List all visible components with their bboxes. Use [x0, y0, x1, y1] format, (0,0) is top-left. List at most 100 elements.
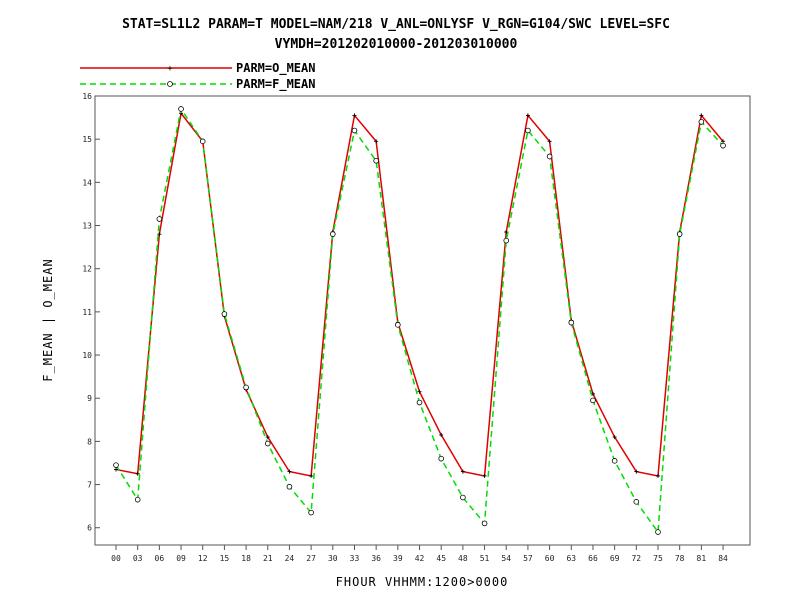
- x-axis: 00 03 06 09 12 15 18 21 24 27 30 33 36 39 42 45 48 51 54 57…: [111, 545, 728, 563]
- y-tick-label: 8: [87, 437, 92, 446]
- x-tick-label: 06: [155, 554, 165, 563]
- f-mean-point: [568, 319, 575, 326]
- x-tick-label: 36: [371, 554, 381, 563]
- o-mean-point: [417, 389, 422, 394]
- x-tick-label: 21: [263, 554, 273, 563]
- o-mean-point: [287, 469, 292, 474]
- o-mean-point: [721, 139, 726, 144]
- x-tick-label: 30: [328, 554, 338, 563]
- f-mean-point: [546, 153, 553, 160]
- f-mean-point: [351, 127, 358, 134]
- o-mean-line: [115, 111, 724, 477]
- f-mean-point: [329, 231, 336, 237]
- f-mean-point: [698, 119, 705, 125]
- series-o-mean: [114, 111, 726, 478]
- f-mean-point: [720, 142, 726, 149]
- y-tick-label: 16: [82, 92, 92, 101]
- legend-label-o-mean: PARM=O_MEAN: [236, 61, 315, 76]
- legend-marker-f-mean: [167, 81, 173, 87]
- x-tick-label: 27: [306, 554, 316, 563]
- x-tick-label: 78: [675, 554, 685, 563]
- o-mean-point: [265, 435, 270, 440]
- o-mean-point: [460, 469, 465, 474]
- x-tick-label: 84: [718, 554, 728, 563]
- o-mean-point: [157, 232, 162, 237]
- f-mean-point: [243, 384, 249, 391]
- x-tick-label: 03: [133, 554, 143, 563]
- f-mean-point: [156, 216, 163, 222]
- chart-subtitle: VYMDH=201202010000-201203010000: [275, 37, 518, 52]
- y-tick-label: 7: [87, 481, 92, 490]
- f-mean-point: [134, 496, 141, 503]
- x-tick-label: 45: [436, 554, 446, 563]
- x-tick-label: 51: [480, 554, 490, 563]
- legend-label-f-mean: PARM=F_MEAN: [236, 77, 315, 92]
- y-tick-label: 13: [82, 222, 92, 231]
- x-axis-label: FHOUR VHHMM:1200>0000: [336, 575, 509, 589]
- f-mean-point: [178, 106, 184, 112]
- f-mean-point: [633, 499, 640, 505]
- f-mean-point: [199, 138, 206, 145]
- x-tick-label: 57: [523, 554, 533, 563]
- f-mean-point: [113, 462, 119, 468]
- f-mean-point: [395, 322, 401, 328]
- f-mean-point: [460, 494, 466, 501]
- o-mean-point: [612, 435, 617, 440]
- f-mean-point: [590, 397, 596, 404]
- x-tick-label: 18: [241, 554, 251, 563]
- x-tick-label: 24: [285, 554, 295, 563]
- y-tick-label: 10: [82, 351, 92, 360]
- x-tick-label: 72: [631, 554, 641, 563]
- legend-marker-o-mean: +: [167, 64, 173, 74]
- o-mean-point: [699, 113, 704, 118]
- f-mean-point: [525, 127, 531, 134]
- f-mean-line: [115, 107, 724, 535]
- x-tick-label: 48: [458, 554, 468, 563]
- x-tick-label: 63: [566, 554, 576, 563]
- x-tick-label: 39: [393, 554, 403, 563]
- o-mean-point: [634, 469, 639, 474]
- x-tick-label: 00: [111, 554, 121, 563]
- y-tick-label: 14: [82, 178, 92, 187]
- y-axis: 6 7 8 9 10 11 12 13 14 15 16: [82, 92, 100, 533]
- f-mean-point: [438, 455, 445, 462]
- x-tick-label: 42: [415, 554, 425, 563]
- plot-area: [94, 95, 751, 546]
- o-mean-point: [439, 432, 444, 437]
- f-mean-point: [264, 440, 271, 447]
- x-tick-label: 15: [220, 554, 230, 563]
- f-mean-point: [416, 399, 423, 406]
- o-mean-point: [352, 113, 357, 118]
- x-tick-label: 12: [198, 554, 208, 563]
- chart-title: STAT=SL1L2 PARAM=T MODEL=NAM/218 V_ANL=O…: [122, 17, 670, 32]
- y-tick-label: 15: [82, 135, 92, 144]
- o-mean-point: [309, 473, 314, 478]
- o-mean-point: [135, 471, 140, 476]
- x-tick-label: 33: [350, 554, 360, 563]
- f-mean-point: [481, 520, 488, 527]
- o-mean-point: [374, 139, 379, 144]
- x-tick-label: 54: [501, 554, 511, 563]
- x-tick-label: 09: [176, 554, 186, 563]
- o-mean-point: [482, 473, 487, 478]
- f-mean-point: [503, 237, 510, 244]
- f-mean-point: [308, 509, 314, 516]
- f-mean-point: [373, 157, 379, 164]
- x-tick-label: 69: [610, 554, 620, 563]
- f-mean-point: [221, 311, 228, 317]
- x-tick-label: 66: [588, 554, 598, 563]
- o-mean-point: [547, 139, 552, 144]
- o-mean-point: [656, 473, 660, 478]
- o-mean-point: [525, 113, 530, 118]
- x-tick-label: 81: [697, 554, 707, 563]
- f-mean-point: [286, 483, 293, 490]
- f-mean-point: [655, 529, 661, 535]
- y-axis-label: F_MEAN | O_MEAN: [41, 258, 55, 381]
- f-mean-point: [676, 231, 683, 237]
- x-tick-label: 60: [545, 554, 555, 563]
- y-tick-label: 11: [82, 308, 92, 317]
- legend: + PARM=O_MEAN PARM=F_MEAN: [80, 61, 315, 92]
- y-tick-label: 6: [87, 524, 92, 533]
- y-tick-label: 9: [87, 394, 92, 403]
